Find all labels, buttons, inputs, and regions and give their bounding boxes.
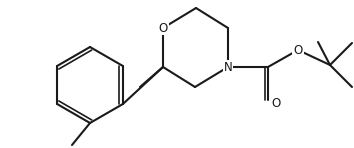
Text: O: O	[272, 96, 281, 110]
Text: O: O	[158, 21, 168, 34]
Text: O: O	[293, 44, 303, 57]
Text: N: N	[224, 61, 232, 74]
